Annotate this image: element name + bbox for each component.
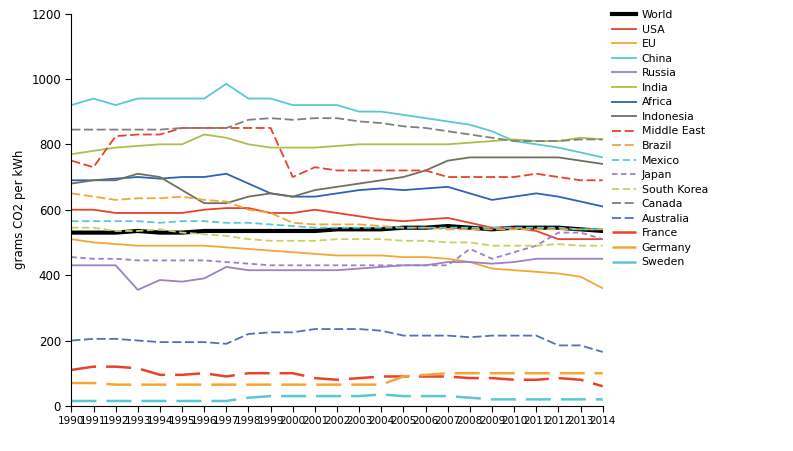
Y-axis label: grams CO2 per kWh: grams CO2 per kWh [13,150,25,269]
Legend: World, USA, EU, China, Russia, India, Africa, Indonesia, Middle East, Brazil, Me: World, USA, EU, China, Russia, India, Af… [608,6,712,272]
